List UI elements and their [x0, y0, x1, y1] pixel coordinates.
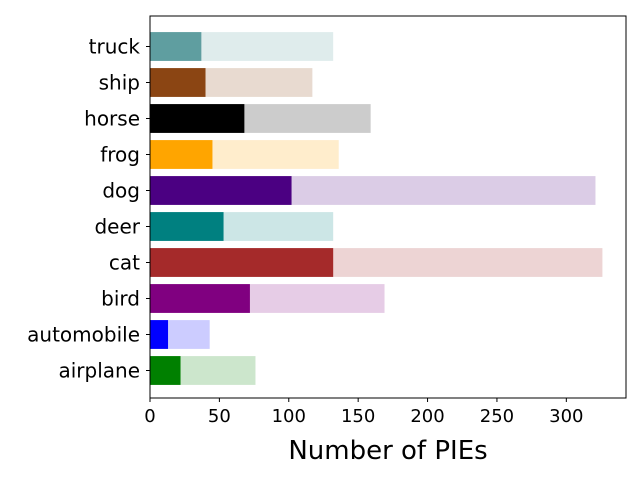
x-axis: 0 50 100 150 200 250 300	[144, 398, 584, 427]
y-axis: airplane automobile bird cat deer dog frog hors…	[27, 35, 150, 383]
plot-frame	[149, 15, 627, 399]
bar-pie-bird	[150, 284, 250, 313]
x-tick-label: 300	[549, 406, 583, 427]
y-tick-label-cat: cat	[109, 251, 140, 275]
bar-pie-frog	[150, 140, 213, 169]
y-tick-label-truck: truck	[89, 35, 141, 59]
bar-pie-ship	[150, 68, 206, 97]
y-tick-label-frog: frog	[100, 143, 140, 167]
x-tick-label: 50	[208, 406, 231, 427]
bar-pie-cat	[150, 248, 334, 277]
x-tick-label: 250	[480, 406, 514, 427]
y-tick-label-deer: deer	[94, 215, 140, 239]
x-tick-label: 100	[272, 406, 306, 427]
bar-pie-dog	[150, 176, 292, 205]
bar-pie-horse	[150, 104, 245, 133]
y-tick-label-bird: bird	[101, 287, 140, 311]
bar-pie-automobile	[150, 320, 169, 349]
x-axis-label: Number of PIEs	[288, 436, 487, 466]
x-tick-label: 0	[144, 406, 155, 427]
y-tick-label-ship: ship	[99, 71, 140, 95]
y-tick-label-horse: horse	[84, 107, 140, 131]
bar-pie-deer	[150, 212, 224, 241]
y-tick-label-automobile: automobile	[27, 323, 140, 347]
bar-pie-truck	[150, 32, 202, 61]
x-tick-label: 150	[341, 406, 375, 427]
y-tick-label-airplane: airplane	[58, 359, 140, 383]
bars-group	[150, 32, 603, 385]
x-tick-label: 200	[410, 406, 444, 427]
bar-pie-airplane	[150, 356, 181, 385]
y-tick-label-dog: dog	[102, 179, 140, 203]
